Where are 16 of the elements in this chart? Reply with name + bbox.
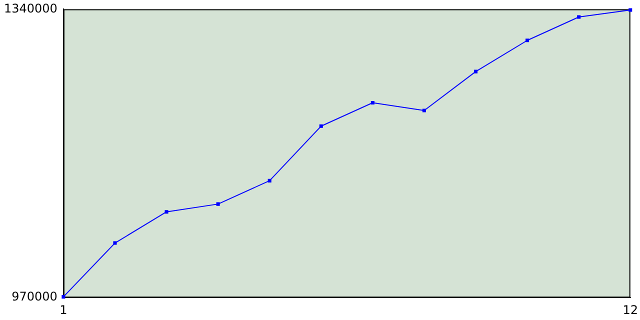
point	[526, 38, 530, 42]
point	[164, 210, 168, 214]
point	[113, 241, 117, 245]
x-tick-label: 12	[622, 302, 638, 317]
point	[62, 295, 66, 299]
x-tick-label: 1	[60, 302, 68, 317]
point	[422, 108, 426, 112]
point	[268, 178, 272, 182]
point	[474, 70, 478, 74]
point	[370, 100, 374, 105]
point	[216, 202, 220, 206]
point	[577, 15, 581, 19]
y-tick-label: 970000	[12, 290, 58, 304]
point	[319, 124, 323, 128]
y-tick-label: 1340000	[4, 1, 58, 16]
point	[628, 8, 632, 12]
